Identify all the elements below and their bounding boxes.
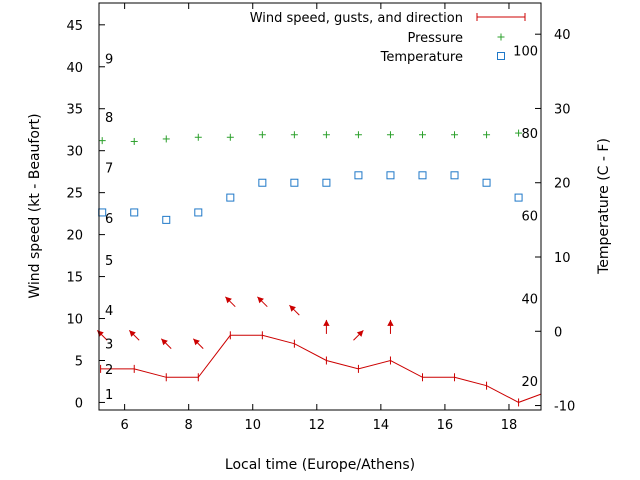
legend: Wind speed, gusts, and direction Pressure… xyxy=(250,11,526,65)
pressure-point xyxy=(386,131,394,139)
x-tick-label: 10 xyxy=(244,418,261,433)
wind-direction-arrow xyxy=(323,319,330,334)
legend-swatch-square xyxy=(497,52,505,60)
x-tick-label: 18 xyxy=(501,418,518,433)
pressure-point xyxy=(515,129,523,137)
beaufort-label: 7 xyxy=(105,161,113,176)
temperature-point xyxy=(258,178,267,187)
pressure-point xyxy=(98,137,106,145)
y2-tick-label: 40 xyxy=(554,28,571,43)
series-layer xyxy=(98,129,542,407)
y-tick-label: 10 xyxy=(66,313,83,328)
y-tick-label: 20 xyxy=(66,229,83,244)
y2-tick-label: 0 xyxy=(554,325,562,340)
wind-direction-arrow xyxy=(353,330,364,341)
beaufort-label: 6 xyxy=(105,212,113,227)
legend-entry: Wind speed, gusts, and direction xyxy=(250,11,526,26)
legend-label: Wind speed, gusts, and direction xyxy=(250,11,463,26)
fahrenheit-label: 60 xyxy=(521,209,538,224)
legend-label: Temperature xyxy=(380,50,463,65)
x-axis-label: Local time (Europe/Athens) xyxy=(225,457,415,473)
beaufort-label: 2 xyxy=(105,363,113,378)
fahrenheit-label: 40 xyxy=(521,293,538,308)
y2-tick-label: 20 xyxy=(554,177,571,192)
temperature-point xyxy=(290,178,299,187)
x-tick-label: 8 xyxy=(185,418,193,433)
beaufort-label: 3 xyxy=(105,338,113,353)
pressure-point xyxy=(354,131,362,139)
beaufort-label: 9 xyxy=(105,52,113,67)
pressure-point xyxy=(162,135,170,143)
pressure-point xyxy=(226,133,234,141)
beaufort-label: 5 xyxy=(105,254,113,269)
y-tick-label: 5 xyxy=(75,354,83,369)
fahrenheit-label: 20 xyxy=(521,375,538,390)
temperature-point xyxy=(130,208,139,217)
pressure-point xyxy=(130,137,138,145)
y-tick-label: 40 xyxy=(66,61,83,76)
y-tick-label: 15 xyxy=(66,271,83,286)
pressure-point xyxy=(290,131,298,139)
y2-tick-label: -10 xyxy=(554,400,575,415)
wind-direction-arrow xyxy=(257,296,268,308)
plot-frame xyxy=(98,2,542,411)
fahrenheit-label: 80 xyxy=(521,127,538,142)
y-tick-label: 45 xyxy=(66,19,83,34)
pressure-point xyxy=(483,131,491,139)
y2-tick-label: 10 xyxy=(554,251,571,266)
temperature-point xyxy=(354,171,363,180)
y-tick-label: 25 xyxy=(66,187,83,202)
y-tick-label: 35 xyxy=(66,103,83,118)
legend-entry: Temperature xyxy=(380,50,505,65)
temperature-point xyxy=(194,208,203,217)
x-tick-label: 16 xyxy=(437,418,454,433)
x-tick-label: 6 xyxy=(120,418,128,433)
wind-direction-arrow xyxy=(160,338,172,350)
axis-tick-labels: 6 8 10 12 14 16 18051015202530354045-100102030… xyxy=(66,19,575,433)
temperature-point xyxy=(162,215,171,224)
y-tick-label: 30 xyxy=(66,145,83,160)
beaufort-label: 1 xyxy=(105,388,113,403)
temperature-point xyxy=(418,171,427,180)
y-tick-label: 0 xyxy=(75,396,83,411)
wind-direction-arrow xyxy=(387,319,394,334)
fahrenheit-label: 100 xyxy=(513,45,538,60)
wind-direction-arrow xyxy=(192,338,204,350)
wind-direction-arrow xyxy=(289,304,300,316)
pressure-point xyxy=(258,131,266,139)
axis-ticks xyxy=(99,3,541,410)
temperature-point xyxy=(482,178,491,187)
pressure-point xyxy=(418,131,426,139)
wind-direction-arrow xyxy=(128,330,140,341)
pressure-point xyxy=(451,131,459,139)
y2-tick-label: 30 xyxy=(554,102,571,117)
legend-entry: Pressure xyxy=(407,31,505,46)
beaufort-label: 4 xyxy=(105,304,113,319)
temperature-point xyxy=(386,171,395,180)
pressure-point xyxy=(322,131,330,139)
temperature-point xyxy=(450,171,459,180)
x-tick-label: 14 xyxy=(373,418,390,433)
wind-direction-arrows xyxy=(96,296,394,350)
y2-axis-label: Temperature (C - F) xyxy=(596,138,612,275)
legend-label: Pressure xyxy=(407,31,463,46)
pressure-point xyxy=(194,133,202,141)
temperature-point xyxy=(322,178,331,187)
y-axis-label: Wind speed (kt - Beaufort) xyxy=(27,113,43,298)
x-tick-label: 12 xyxy=(309,418,326,433)
beaufort-label: 8 xyxy=(105,111,113,126)
temperature-point xyxy=(226,193,235,202)
wind-direction-arrow xyxy=(225,296,236,308)
temperature-point xyxy=(514,193,523,202)
